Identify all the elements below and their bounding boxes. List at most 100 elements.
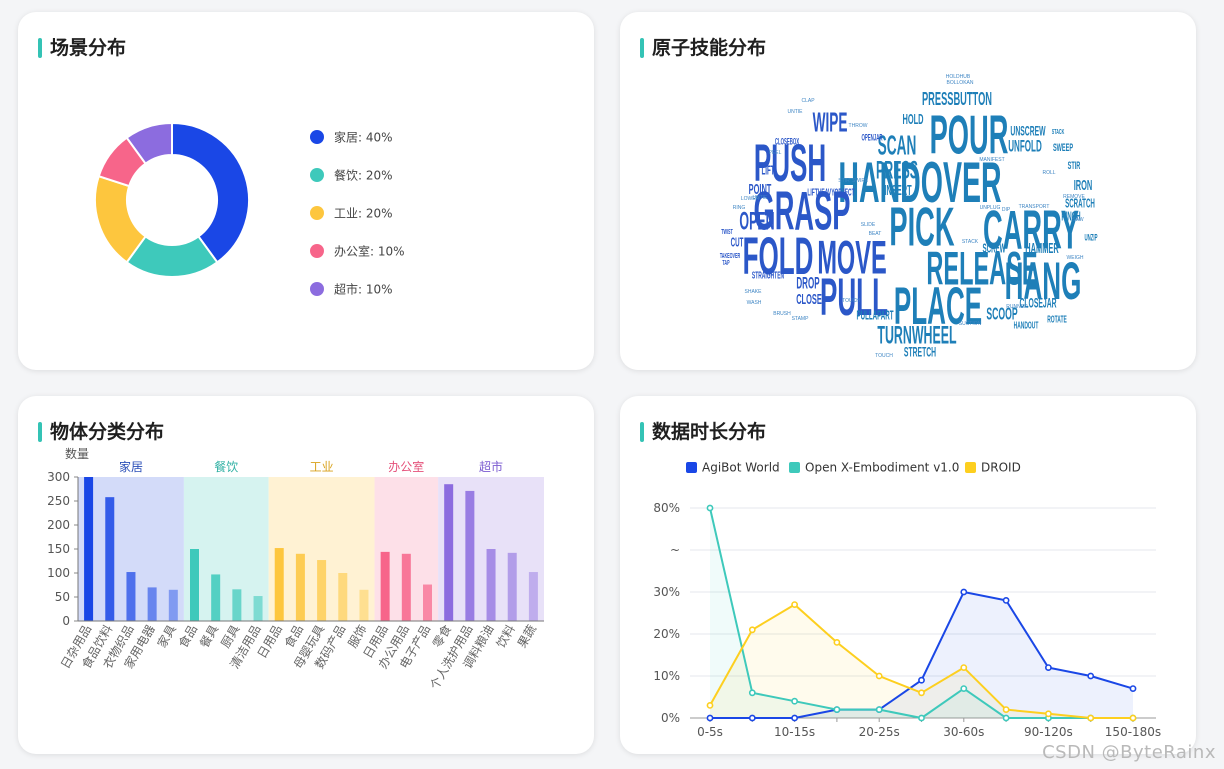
cloud-filler-29: SAW <box>1072 217 1083 223</box>
donut-slice-0 <box>171 121 250 264</box>
cloud-word-45: TWIST <box>721 229 733 237</box>
cloud-word-39: PULLAPART <box>856 309 893 323</box>
duration-line-chart: AgiBot World Open X-Embodiment v1.0 DROID 0… <box>653 461 1161 740</box>
series-area-2 <box>710 604 1133 718</box>
series-point-1-1 <box>748 689 756 697</box>
series-point-0-7 <box>1002 596 1010 604</box>
cloud-filler-13: UNTIE <box>753 195 769 201</box>
cloud-word-19: OPEN <box>739 208 774 236</box>
bar-4-4 <box>528 572 538 621</box>
cloud-word-38: STRAIGHTEN <box>752 270 784 281</box>
cloud-filler-3: UNPLUG <box>980 205 1001 211</box>
cloud-word-25: SWEEP <box>1053 141 1073 154</box>
x-tick-label-6: 30-60s <box>943 725 984 739</box>
cloud-word-9: HANG <box>1005 251 1082 311</box>
cloud-word-28: SCRATCH <box>1065 197 1095 211</box>
cloud-filler-9: STIR <box>838 178 850 184</box>
x-tick-label-0: 0-5s <box>697 725 723 739</box>
legend-label-1: 餐饮: 20% <box>334 168 393 183</box>
bar-2-1 <box>295 553 305 621</box>
scene-donut-chart: 家居: 40% 餐饮: 20% 工业: 20% 办公室: 10% 超市: 10% <box>94 121 405 297</box>
series-point-0-10 <box>1129 685 1137 692</box>
bar-1-2 <box>232 589 242 621</box>
cloud-word-26: STIR <box>1068 159 1081 172</box>
skills-card: 原子技能分布 HANDOVER POUR GRASP PUSH CARRY PICK FOL… <box>620 12 1196 370</box>
cloud-filler-14: RING <box>733 205 746 211</box>
cloud-word-3: PUSH <box>754 133 826 193</box>
cloud-word-13: PRESSBUTTON <box>922 90 992 110</box>
cloud-filler-7: RUNNER <box>1006 304 1028 310</box>
duration-card: 数据时长分布 AgiBot World Open X-Embodiment v1.… <box>620 396 1196 754</box>
series-point-2-4 <box>875 672 883 680</box>
legend-marker-1 <box>310 168 324 182</box>
y-tick-label-5: 80% <box>653 501 680 515</box>
cloud-filler-16: SHAKE <box>745 289 763 295</box>
y-tick-label-4: ~ <box>670 543 680 557</box>
cloud-word-32: SCOOP <box>986 303 1017 323</box>
y-tick-label-6: 300 <box>47 470 70 484</box>
cloud-filler-15: LOWER <box>741 196 760 202</box>
series-point-2-6 <box>960 664 968 671</box>
bar-0-1 <box>105 497 115 621</box>
legend-label-4: 超市: 10% <box>334 282 393 297</box>
cloud-word-1: POUR <box>930 105 1009 166</box>
cloud-word-2: GRASP <box>754 181 851 242</box>
y-tick-label-0: 0% <box>661 711 680 725</box>
y-tick-label-2: 100 <box>47 566 70 580</box>
legend-marker-2 <box>310 206 324 220</box>
cloud-word-27: IRON <box>1074 176 1093 194</box>
bar-4-3 <box>507 552 517 621</box>
x-tick-label-10: 150-180s <box>1105 725 1161 739</box>
y-tick-label-2: 20% <box>653 627 680 641</box>
cloud-word-20: POINT <box>749 180 772 198</box>
cloud-filler-20: CLAP <box>801 98 815 104</box>
cloud-word-46: TAP <box>722 260 729 268</box>
legend-label-3: 办公室: 10% <box>334 244 405 259</box>
y-axis-title: 数量 <box>65 446 89 461</box>
y-tick-label-4: 200 <box>47 518 70 532</box>
cloud-word-16: PRESS <box>876 157 918 185</box>
duration-card-title: 数据时长分布 <box>640 420 766 444</box>
legend-swatch-2 <box>965 462 976 473</box>
cloud-filler-28: WEIGH <box>1067 255 1084 261</box>
cloud-word-6: FOLD <box>743 226 814 286</box>
x-tick-label-20: 饮料 <box>494 623 518 651</box>
cloud-word-29: PINCH <box>1061 210 1080 224</box>
cloud-word-41: LIFTHEAVYOBJECT <box>807 187 854 198</box>
cloud-filler-21: PEEL <box>769 150 782 156</box>
bar-4-0 <box>444 484 454 621</box>
series-point-1-4 <box>875 706 883 713</box>
bar-0-3 <box>147 587 157 621</box>
cloud-filler-0: HOLDHUB <box>946 74 971 80</box>
series-point-2-5 <box>918 689 925 697</box>
cloud-filler-19: STAMP <box>792 316 810 322</box>
cloud-word-47: UNZIP <box>1085 234 1098 243</box>
cloud-filler-5: DIP <box>1002 207 1011 213</box>
series-point-2-3 <box>833 638 841 646</box>
bar-4-2 <box>486 549 496 621</box>
bar-0-2 <box>126 572 136 621</box>
bar-3-0 <box>380 551 390 621</box>
series-point-2-2 <box>791 601 798 608</box>
legend-marker-0 <box>310 130 324 144</box>
bar-0-0 <box>84 477 94 621</box>
watermark: CSDN @ByteRainx <box>1042 742 1216 763</box>
cloud-word-35: HANDOUT <box>1014 320 1039 331</box>
series-area-0 <box>710 592 1133 718</box>
series-point-1-0 <box>706 504 714 512</box>
cloud-filler-17: WASH <box>747 300 762 306</box>
objects-bar-chart: 数量家居日杂用品食品饮料衣物织品家用电器家具餐饮食品餐具厨具清洁用品工业日用品食… <box>47 446 544 692</box>
cloud-word-12: TURNWHEEL <box>877 322 956 350</box>
y-tick-label-3: 150 <box>47 542 70 556</box>
cloud-word-7: MOVE <box>817 230 886 283</box>
cloud-word-18: INSERT <box>884 181 912 199</box>
bar-1-3 <box>253 596 263 621</box>
cloud-word-21: LIFT <box>761 164 774 178</box>
cloud-word-31: SCREW <box>982 242 1005 256</box>
cloud-word-23: UNSCREW <box>1010 124 1046 139</box>
cloud-word-17: HOLD <box>902 110 923 128</box>
cloud-filler-25: TOUCH <box>875 353 893 359</box>
scene-card: 场景分布 家居: 40% 餐饮: 20% 工业: 20% 办公室: 10% 超市: 10… <box>18 12 594 370</box>
cloud-word-4: CARRY <box>983 200 1079 261</box>
